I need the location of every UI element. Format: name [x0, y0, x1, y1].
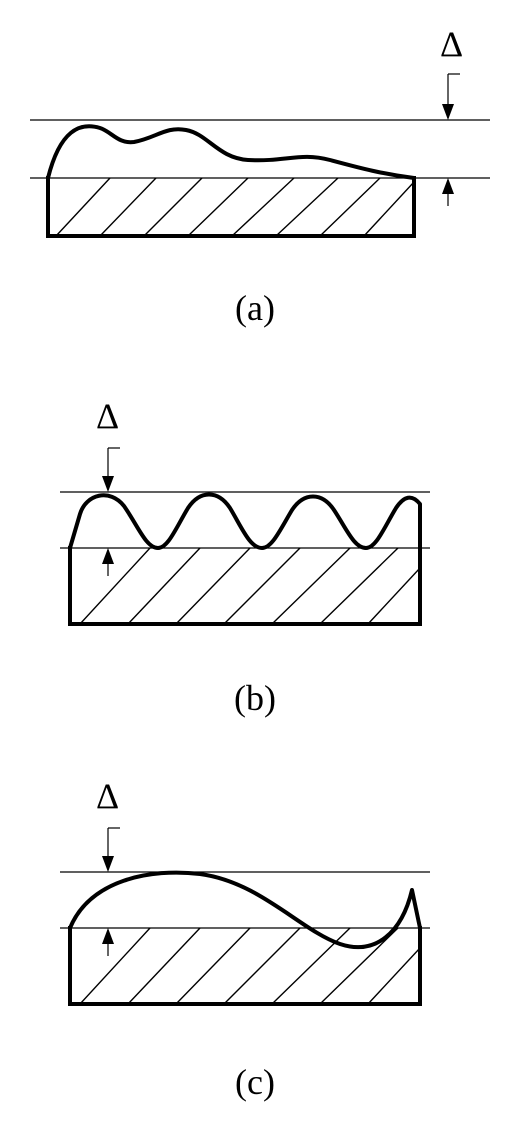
caption-a: (a) [0, 290, 510, 326]
svg-text:Δ: Δ [440, 30, 463, 64]
figure-b-svg: Δ [0, 400, 510, 660]
panel-a: Δ [0, 30, 510, 260]
caption-b: (b) [0, 680, 510, 716]
panel-c: Δ [0, 780, 510, 1040]
panel-b: Δ [0, 400, 510, 660]
svg-text:Δ: Δ [96, 780, 119, 816]
svg-text:Δ: Δ [96, 400, 119, 436]
figure-c-svg: Δ [0, 780, 510, 1040]
figure-a-svg: Δ [0, 30, 510, 260]
caption-c: (c) [0, 1064, 510, 1100]
